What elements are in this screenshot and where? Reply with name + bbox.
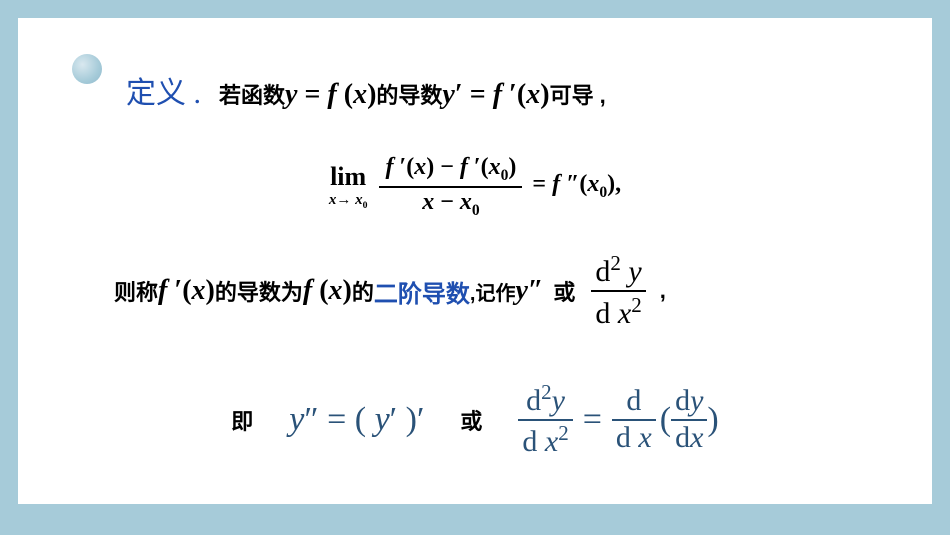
text-deriv-of: 的导数为 <box>215 275 303 307</box>
eq-fx: f (x) <box>303 275 352 307</box>
second-derivative-term: 二阶导数 <box>374 274 470 309</box>
text-if-function: 若函数 <box>219 78 285 110</box>
leibniz-lhs: d2y d x2 <box>518 380 572 459</box>
d2y-num: d2 y <box>591 250 645 290</box>
limit-rhs: = f ″(x0), <box>532 171 621 202</box>
lim-text: lim <box>330 162 366 192</box>
leibniz-ddx: d d x <box>612 384 656 455</box>
bullet-icon <box>72 54 102 84</box>
slide-content: 定义 . 若函数 y = f (x) 的导数 y′ = f ′(x) 可导 , … <box>18 18 932 504</box>
eq-ypp-eq-yp-p: y″ = ( y′ )′ <box>289 401 424 439</box>
definition-label: 定义 . <box>126 68 201 112</box>
lim-sub: x→ x0 <box>329 192 368 211</box>
lim-operator: lim x→ x0 <box>329 162 368 211</box>
leibniz-dydx: dy dx <box>671 384 707 455</box>
eq-equals: = <box>583 401 602 439</box>
frac-num: f ′(x) − f ′(x0) <box>379 153 522 186</box>
text-of: 的 <box>352 275 374 307</box>
eq-yprime-fprimex: y′ = f ′(x) <box>442 79 549 111</box>
limit-fraction: f ′(x) − f ′(x0) x − x0 <box>379 153 522 220</box>
text-then: 则称 <box>114 275 158 307</box>
text-differentiable: 可导 , <box>550 78 606 110</box>
limit-expression: lim x→ x0 f ′(x) − f ′(x0) x − x0 = f ″(… <box>18 153 932 220</box>
text-denoted: ,记作 <box>470 277 516 306</box>
text-comma: , <box>660 278 666 304</box>
d2y-dx2-fraction: d2 y d x2 <box>591 250 645 332</box>
text-ie: 即 <box>231 404 253 436</box>
definition-line: 定义 . 若函数 y = f (x) 的导数 y′ = f ′(x) 可导 , <box>126 68 606 112</box>
text-or-1: 或 <box>553 275 575 307</box>
conclusion-line: 则称 f ′(x) 的导数为 f (x) 的 二阶导数 ,记作 y″ 或 d2 … <box>114 250 666 332</box>
eq-leibniz: d2y d x2 = d d x ( dy dx ) <box>518 380 718 459</box>
limit-block: lim x→ x0 f ′(x) − f ′(x0) x − x0 = f ″(… <box>329 153 621 220</box>
paren-right: ) <box>707 401 718 439</box>
eq-y-fx: y = f (x) <box>285 79 376 111</box>
text-derivative: 的导数 <box>376 78 442 110</box>
identity-line: 即 y″ = ( y′ )′ 或 d2y d x2 = d d x ( dy d… <box>18 380 932 459</box>
paren-left: ( <box>660 401 671 439</box>
eq-ydoubleprime: y″ <box>515 275 543 307</box>
eq-fprimex: f ′(x) <box>158 275 215 307</box>
text-or-2: 或 <box>460 404 482 436</box>
frac-den: x − x0 <box>416 188 485 221</box>
d2y-den: d x2 <box>591 292 645 332</box>
